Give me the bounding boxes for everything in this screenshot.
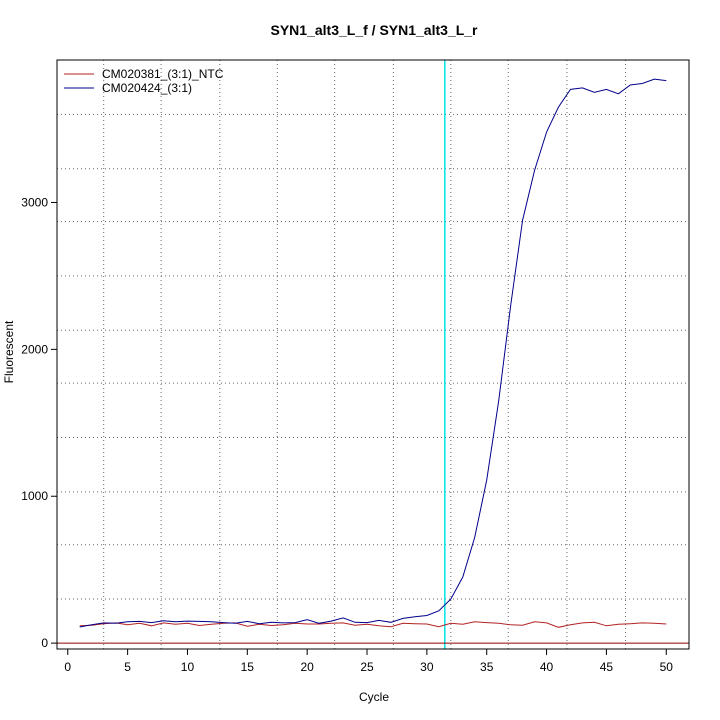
x-tick-label: 45	[600, 660, 614, 674]
x-axis: 0 5 10 15 20 25 30 35 40 45 50	[64, 649, 673, 674]
x-tick-label: 5	[124, 660, 131, 674]
x-tick-label: 35	[480, 660, 494, 674]
x-tick-label: 10	[181, 660, 195, 674]
grid-lines	[57, 60, 689, 649]
y-axis: 0 1000 2000 3000	[21, 195, 57, 650]
chart-title: SYN1_alt3_L_f / SYN1_alt3_L_r	[271, 22, 479, 38]
series-group	[79, 78, 667, 628]
y-tick-label: 0	[41, 636, 48, 650]
x-tick-label: 50	[660, 660, 674, 674]
plot-area-border	[56, 59, 690, 650]
legend-label: CM020424_(3:1)	[102, 81, 192, 95]
x-tick-label: 40	[540, 660, 554, 674]
y-axis-label: Fluorescent	[2, 320, 16, 383]
y-tick-label: 1000	[21, 489, 48, 503]
reference-lines	[57, 60, 689, 649]
y-tick-label: 3000	[21, 195, 48, 209]
x-tick-label: 25	[360, 660, 374, 674]
x-tick-label: 0	[64, 660, 71, 674]
series-line-1	[79, 621, 667, 628]
series-line-2	[79, 78, 667, 628]
x-tick-label: 20	[300, 660, 314, 674]
x-tick-label: 15	[241, 660, 255, 674]
legend-label: CM020381_(3:1)_NTC	[102, 67, 224, 81]
x-axis-label: Cycle	[359, 690, 389, 704]
y-tick-label: 2000	[21, 342, 48, 356]
x-tick-label: 30	[420, 660, 434, 674]
